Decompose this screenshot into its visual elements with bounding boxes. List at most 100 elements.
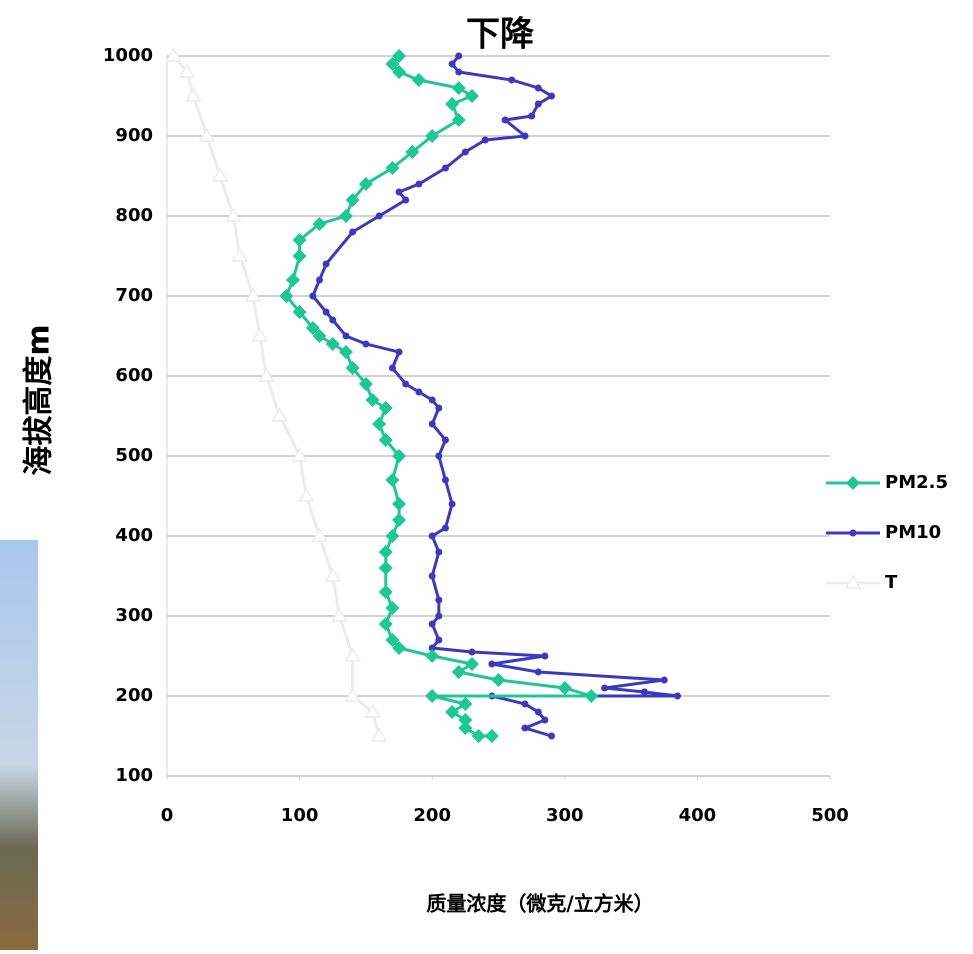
point (458, 721, 472, 735)
point (548, 93, 555, 100)
point (455, 69, 462, 76)
point (429, 573, 436, 580)
point (541, 653, 548, 660)
point (465, 657, 479, 671)
chart: 下降 海拔高度m 质量浓度（微克/立方米） 100200300400500600… (0, 0, 973, 950)
point (286, 273, 300, 287)
point (213, 169, 227, 181)
point (674, 693, 681, 700)
point (187, 89, 201, 101)
point (362, 341, 369, 348)
point (293, 249, 307, 263)
series-line (286, 56, 591, 736)
point (522, 133, 529, 140)
y-tick-label: 900 (115, 125, 153, 146)
point (379, 545, 393, 559)
legend-label: PM2.5 (885, 472, 948, 493)
x-tick-label: 400 (679, 805, 717, 826)
point (415, 181, 422, 188)
point (316, 277, 323, 284)
point (535, 85, 542, 92)
y-tick-label: 700 (115, 285, 153, 306)
point (253, 329, 267, 341)
point (339, 345, 353, 359)
point (226, 209, 240, 221)
x-tick-label: 100 (281, 805, 319, 826)
point (332, 609, 346, 621)
legend-label: PM10 (885, 522, 941, 543)
point (200, 129, 214, 141)
point (452, 665, 466, 679)
point (435, 405, 442, 412)
point (392, 513, 406, 527)
point (273, 409, 287, 421)
point (508, 77, 515, 84)
point (468, 649, 475, 656)
x-axis-label: 质量浓度（微克/立方米） (426, 892, 653, 916)
point (548, 733, 555, 740)
point (442, 437, 449, 444)
point (346, 649, 360, 661)
point (425, 689, 439, 703)
point (492, 673, 506, 687)
point (379, 585, 393, 599)
point (349, 229, 356, 236)
y-tick-label: 400 (115, 525, 153, 546)
series-line (313, 56, 678, 736)
point (528, 113, 535, 120)
point (299, 489, 313, 501)
point (850, 530, 857, 537)
point (326, 337, 340, 351)
point (442, 165, 449, 172)
point (452, 113, 466, 127)
point (522, 725, 529, 732)
point (385, 473, 399, 487)
point (323, 261, 330, 268)
point (346, 689, 360, 701)
y-tick-label: 800 (115, 205, 153, 226)
point (485, 729, 499, 743)
point (326, 569, 340, 581)
y-tick-label: 600 (115, 365, 153, 386)
y-axis-label: 海拔高度m (22, 324, 57, 475)
point (661, 677, 668, 684)
point (452, 81, 466, 95)
point (392, 497, 406, 511)
point (442, 477, 449, 484)
point (541, 717, 548, 724)
point (449, 61, 456, 68)
point (535, 101, 542, 108)
point (455, 53, 462, 60)
point (641, 689, 648, 696)
y-tick-label: 200 (115, 685, 153, 706)
x-tick-label: 300 (546, 805, 584, 826)
point (379, 617, 393, 631)
point (472, 729, 486, 743)
y-tick-label: 300 (115, 605, 153, 626)
point (312, 529, 326, 541)
point (482, 137, 489, 144)
point (379, 561, 393, 575)
point (402, 381, 409, 388)
point (435, 453, 442, 460)
point (458, 697, 472, 711)
point (522, 701, 529, 708)
x-tick-label: 200 (413, 805, 451, 826)
point (415, 389, 422, 396)
point (372, 729, 386, 741)
point (445, 97, 459, 111)
point (846, 476, 860, 490)
point (502, 117, 509, 124)
point (385, 601, 399, 615)
point (465, 89, 479, 103)
point (425, 649, 439, 663)
x-tick-label: 0 (161, 805, 174, 826)
point (402, 197, 409, 204)
point (429, 397, 436, 404)
point (396, 349, 403, 356)
point (376, 213, 383, 220)
point (329, 317, 336, 324)
point (442, 525, 449, 532)
point (449, 501, 456, 508)
point (584, 689, 598, 703)
